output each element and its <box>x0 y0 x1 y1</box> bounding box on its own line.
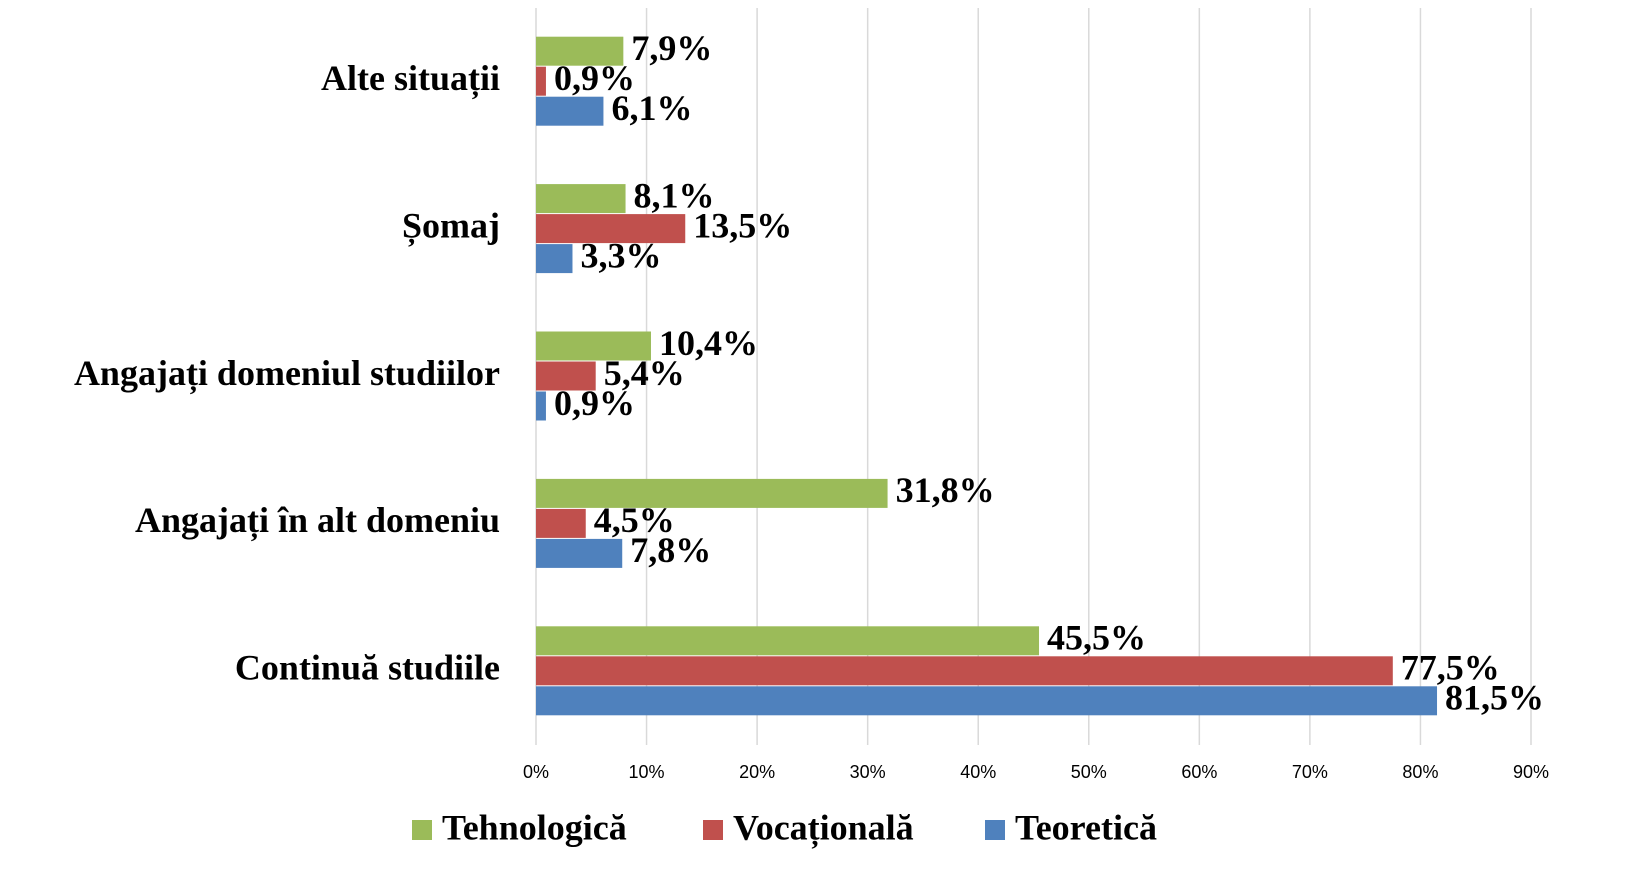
bar <box>536 66 546 96</box>
value-label: 0,9% <box>554 383 635 423</box>
value-label: 13,5% <box>693 205 792 245</box>
category-label: Alte situații <box>321 58 500 99</box>
x-tick-label: 0% <box>523 762 549 782</box>
bar <box>536 331 651 361</box>
value-label: 77,5% <box>1401 648 1500 688</box>
category-label: Șomaj <box>402 205 500 246</box>
bar <box>536 508 586 538</box>
bar <box>536 184 626 214</box>
category-label: Angajați în alt domeniu <box>135 500 500 541</box>
bar <box>536 478 888 508</box>
bar <box>536 214 686 244</box>
value-label: 5,4% <box>604 353 685 393</box>
value-label: 8,1% <box>634 175 715 215</box>
legend-label: Vocațională <box>733 807 914 848</box>
value-label: 3,3% <box>580 235 661 275</box>
bar <box>536 391 546 421</box>
legend-label: Teoretică <box>1015 807 1157 847</box>
legend-swatch <box>703 820 723 840</box>
x-tick-label: 20% <box>739 762 775 782</box>
bar <box>536 686 1438 716</box>
value-label: 7,8% <box>630 530 711 570</box>
x-tick-label: 60% <box>1181 762 1217 782</box>
value-label: 0,9% <box>554 58 635 98</box>
bar <box>536 656 1393 686</box>
legend-swatch <box>985 820 1005 840</box>
value-label: 31,8% <box>896 470 995 510</box>
x-tick-label: 70% <box>1292 762 1328 782</box>
x-tick-label: 10% <box>629 762 665 782</box>
bar <box>536 361 596 391</box>
bar <box>536 96 604 126</box>
x-tick-label: 30% <box>850 762 886 782</box>
bar <box>536 36 624 66</box>
legend-label: Tehnologică <box>442 807 627 847</box>
value-label: 7,9% <box>631 28 712 68</box>
x-tick-label: 40% <box>960 762 996 782</box>
x-tick-label: 80% <box>1402 762 1438 782</box>
value-label: 4,5% <box>594 500 675 540</box>
value-label: 6,1% <box>611 88 692 128</box>
bar <box>536 626 1040 656</box>
value-label: 10,4% <box>659 323 758 363</box>
category-label: Continuă studiile <box>235 648 500 688</box>
x-tick-label: 50% <box>1071 762 1107 782</box>
value-label: 45,5% <box>1047 618 1146 658</box>
bar <box>536 244 573 274</box>
legend-swatch <box>412 820 432 840</box>
bar <box>536 538 623 568</box>
value-label: 81,5% <box>1445 678 1544 718</box>
category-label: Angajați domeniul studiilor <box>74 353 500 394</box>
x-tick-label: 90% <box>1513 762 1549 782</box>
